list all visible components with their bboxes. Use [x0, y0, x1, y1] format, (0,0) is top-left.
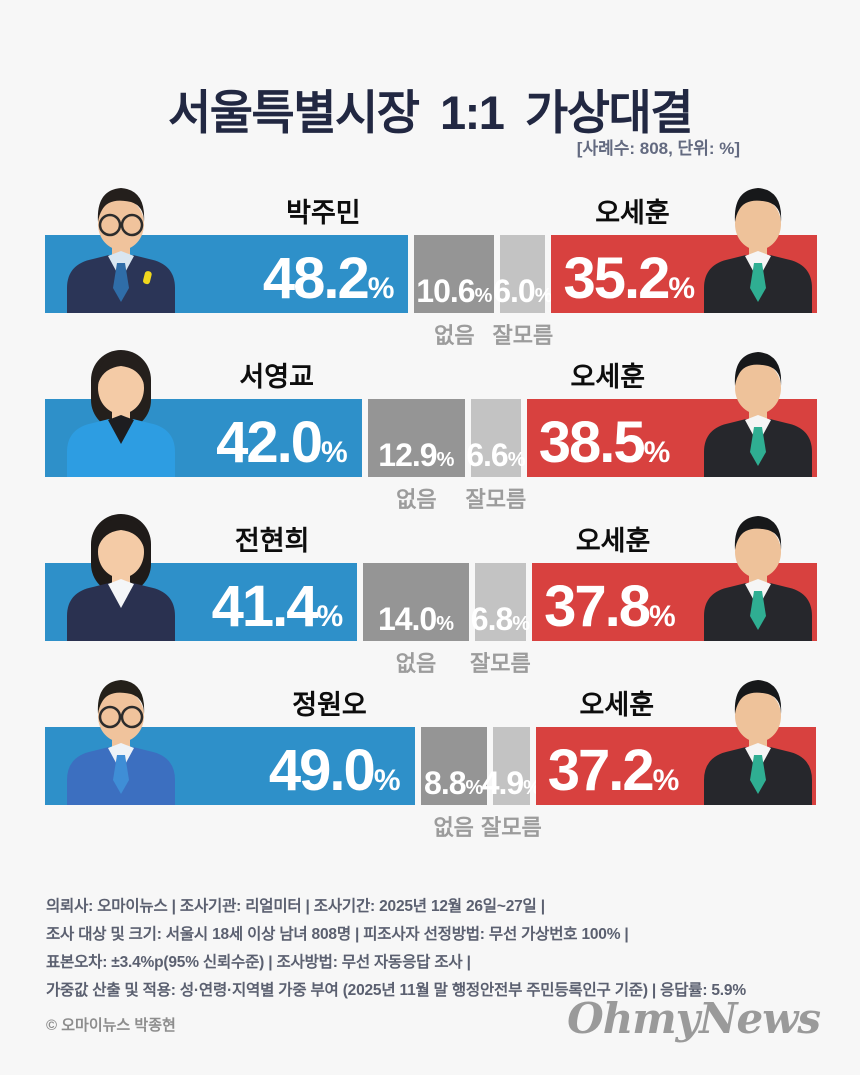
result-bar: 박주민 48.2% 10.6% 없음 6.0% 잘모름 오세훈: [45, 199, 817, 348]
dont-know-label: 잘모름: [465, 487, 527, 512]
value-number: 12.9: [378, 437, 437, 473]
right-candidate-segment: 오세훈 38.5%: [526, 363, 818, 477]
none-segment: 10.6% 없음: [414, 235, 495, 348]
percent-sign: %: [652, 764, 680, 797]
right-candidate-segment: 오세훈 35.2%: [551, 199, 817, 313]
none-segment: 12.9% 없음: [367, 399, 465, 512]
dont-know-segment: 6.6% 잘모름: [466, 399, 526, 512]
value-number: 6.0: [493, 273, 535, 309]
percent-sign: %: [321, 436, 348, 469]
percent-sign: %: [316, 600, 344, 633]
dont-know-label: 잘모름: [492, 323, 554, 348]
percent-sign: %: [507, 449, 526, 471]
ohmynews-logo: OhmyNews: [567, 994, 821, 1043]
value-number: 35.2: [563, 246, 670, 311]
left-candidate-segment: 정원오 49.0%: [45, 691, 415, 805]
value-number: 37.2: [547, 738, 655, 803]
none-segment: 8.8% 없음: [420, 727, 487, 840]
dont-know-value: 4.9%: [482, 767, 541, 799]
none-label: 없음: [434, 323, 475, 348]
right-candidate-name: 오세훈: [570, 362, 646, 393]
left-candidate-segment: 박주민 48.2%: [45, 199, 409, 313]
percent-sign: %: [643, 436, 671, 469]
left-candidate-name: 서영교: [239, 362, 314, 393]
value-number: 38.5: [538, 410, 646, 475]
value-number: 10.6: [416, 273, 475, 309]
result-bar: 서영교 42.0% 12.9% 없음 6.6% 잘모름 오세훈: [45, 363, 818, 512]
left-candidate-segment: 서영교 42.0%: [45, 363, 362, 477]
dont-know-segment: 6.0% 잘모름: [493, 235, 553, 348]
dont-know-value: 6.0%: [493, 275, 552, 307]
value-number: 6.6: [466, 437, 508, 473]
right-candidate-name: 오세훈: [595, 198, 670, 229]
methodology-line: 의뢰사: 오마이뉴스 | 조사기관: 리얼미터 | 조사기간: 2025년 12…: [46, 898, 545, 915]
sample-size-note: [사례수: 808, 단위: %]: [576, 139, 740, 158]
percent-sign: %: [465, 777, 484, 799]
matchup-row: 박주민 48.2% 10.6% 없음 6.0% 잘모름 오세훈: [45, 170, 817, 348]
dont-know-label: 잘모름: [480, 815, 542, 840]
matchup-row: 정원오 49.0% 8.8% 없음 4.9% 잘모름 오세훈: [45, 662, 817, 840]
percent-sign: %: [668, 272, 696, 305]
value-number: 41.4: [211, 574, 319, 639]
copyright: © 오마이뉴스 박종현: [46, 1017, 176, 1034]
dont-know-segment: 4.9% 잘모름: [481, 727, 542, 840]
dont-know-label: 잘모름: [470, 651, 531, 676]
result-bar: 전현희 41.4% 14.0% 없음 6.8% 잘모름 오세훈: [45, 527, 818, 676]
right-candidate-name: 오세훈: [575, 526, 651, 557]
percent-sign: %: [436, 449, 455, 471]
matchup-row: 서영교 42.0% 12.9% 없음 6.6% 잘모름 오세훈: [45, 334, 818, 512]
none-value: 10.6%: [416, 275, 492, 307]
left-candidate-value: 41.4%: [212, 578, 344, 636]
value-number: 49.0: [268, 738, 376, 803]
methodology-line: 조사 대상 및 크기: 서울시 18세 이상 남녀 808명 | 피조사자 선정…: [46, 926, 629, 943]
right-candidate-name: 오세훈: [579, 690, 655, 721]
left-candidate-name: 전현희: [234, 526, 310, 557]
value-number: 37.8: [544, 574, 651, 639]
value-number: 14.0: [377, 601, 437, 637]
percent-sign: %: [648, 600, 676, 633]
none-label: 없음: [433, 815, 474, 840]
value-number: 48.2: [262, 246, 370, 311]
right-candidate-segment: 오세훈 37.2%: [535, 691, 817, 805]
left-candidate-value: 48.2%: [263, 250, 395, 308]
right-candidate-value: 35.2%: [563, 250, 695, 308]
result-bar: 정원오 49.0% 8.8% 없음 4.9% 잘모름 오세훈: [45, 691, 817, 840]
percent-sign: %: [373, 764, 401, 797]
percent-sign: %: [436, 613, 455, 635]
none-value: 12.9%: [378, 439, 454, 471]
methodology-line: 가중값 산출 및 적용: 성·연령·지역별 가중 부여 (2025년 11월 말…: [46, 982, 746, 999]
value-number: 6.8: [470, 601, 513, 637]
left-candidate-value: 49.0%: [269, 742, 401, 800]
dont-know-value: 6.8%: [471, 603, 530, 635]
left-candidate-name: 정원오: [292, 690, 367, 721]
percent-sign: %: [474, 285, 493, 307]
none-label: 없음: [395, 651, 437, 676]
right-candidate-value: 37.2%: [548, 742, 680, 800]
matchup-rows: 박주민 48.2% 10.6% 없음 6.0% 잘모름 오세훈: [45, 170, 818, 840]
none-label: 없음: [396, 487, 437, 512]
right-candidate-value: 38.5%: [539, 414, 671, 472]
percent-sign: %: [512, 613, 531, 635]
right-candidate-segment: 오세훈 37.8%: [532, 527, 818, 641]
percent-sign: %: [367, 272, 395, 305]
left-candidate-value: 42.0%: [216, 414, 348, 472]
left-candidate-segment: 전현희 41.4%: [45, 527, 358, 641]
methodology-line: 표본오차: ±3.4%p(95% 신뢰수준) | 조사방법: 무선 자동응답 조…: [46, 954, 471, 971]
value-number: 4.9: [481, 765, 524, 801]
none-value: 14.0%: [378, 603, 454, 635]
dont-know-segment: 6.8% 잘모름: [470, 563, 531, 676]
none-value: 8.8%: [424, 767, 483, 799]
value-number: 8.8: [424, 765, 466, 801]
right-candidate-value: 37.8%: [544, 578, 676, 636]
matchup-row: 전현희 41.4% 14.0% 없음 6.8% 잘모름 오세훈: [45, 498, 818, 676]
dont-know-value: 6.6%: [466, 439, 525, 471]
survey-methodology: 의뢰사: 오마이뉴스 | 조사기관: 리얼미터 | 조사기간: 2025년 12…: [46, 893, 831, 1005]
page-title: 서울특별시장 1:1 가상대결: [168, 86, 693, 139]
none-segment: 14.0% 없음: [363, 563, 469, 676]
left-candidate-name: 박주민: [286, 198, 361, 229]
percent-sign: %: [534, 285, 553, 307]
value-number: 42.0: [216, 410, 323, 475]
